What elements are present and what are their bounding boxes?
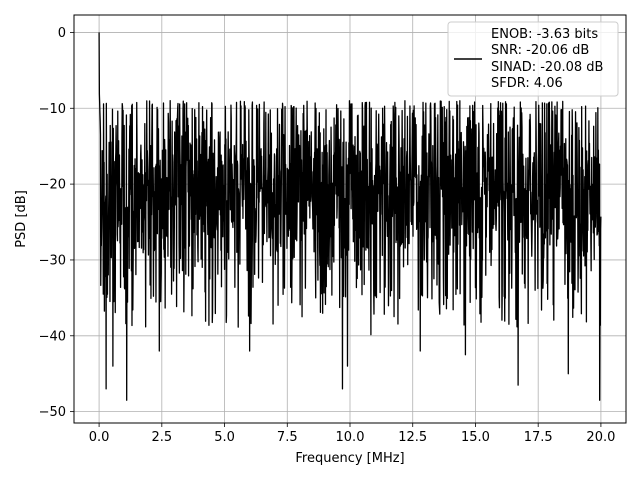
- x-tick-label: 5.0: [214, 430, 235, 445]
- x-tick-label: 17.5: [524, 430, 553, 445]
- y-tick-label: −20: [39, 178, 66, 193]
- legend: ENOB: -3.63 bits SNR: -20.06 dB SINAD: -…: [447, 21, 619, 97]
- x-tick-label: 12.5: [398, 430, 427, 445]
- y-tick-label: −50: [39, 405, 66, 420]
- legend-enob: ENOB: -3.63 bits: [491, 27, 598, 42]
- psd-series-line: [98, 32, 602, 401]
- x-axis-ticks: 0.0 2.5 5.0 7.5 10.0 12.5 15.0 17.5 20.0: [89, 423, 615, 445]
- series-layer: [98, 32, 602, 401]
- y-tick-label: −10: [39, 102, 66, 117]
- legend-box: [447, 21, 619, 97]
- x-tick-label: 2.5: [151, 430, 172, 445]
- legend-sinad: SINAD: -20.08 dB: [491, 60, 603, 75]
- x-tick-label: 0.0: [89, 430, 110, 445]
- y-axis-label: PSD [dB]: [14, 190, 29, 248]
- x-tick-label: 20.0: [586, 430, 615, 445]
- x-axis-label: Frequency [MHz]: [295, 451, 404, 466]
- legend-sfdr: SFDR: 4.06: [491, 76, 563, 91]
- y-tick-label: −30: [39, 253, 66, 268]
- y-axis-ticks: 0 −10 −20 −30 −40 −50: [39, 26, 74, 420]
- y-tick-label: 0: [58, 26, 66, 41]
- y-tick-label: −40: [39, 329, 66, 344]
- x-tick-label: 10.0: [336, 430, 365, 445]
- x-tick-label: 15.0: [461, 430, 490, 445]
- x-tick-label: 7.5: [277, 430, 298, 445]
- legend-snr: SNR: -20.06 dB: [491, 43, 589, 58]
